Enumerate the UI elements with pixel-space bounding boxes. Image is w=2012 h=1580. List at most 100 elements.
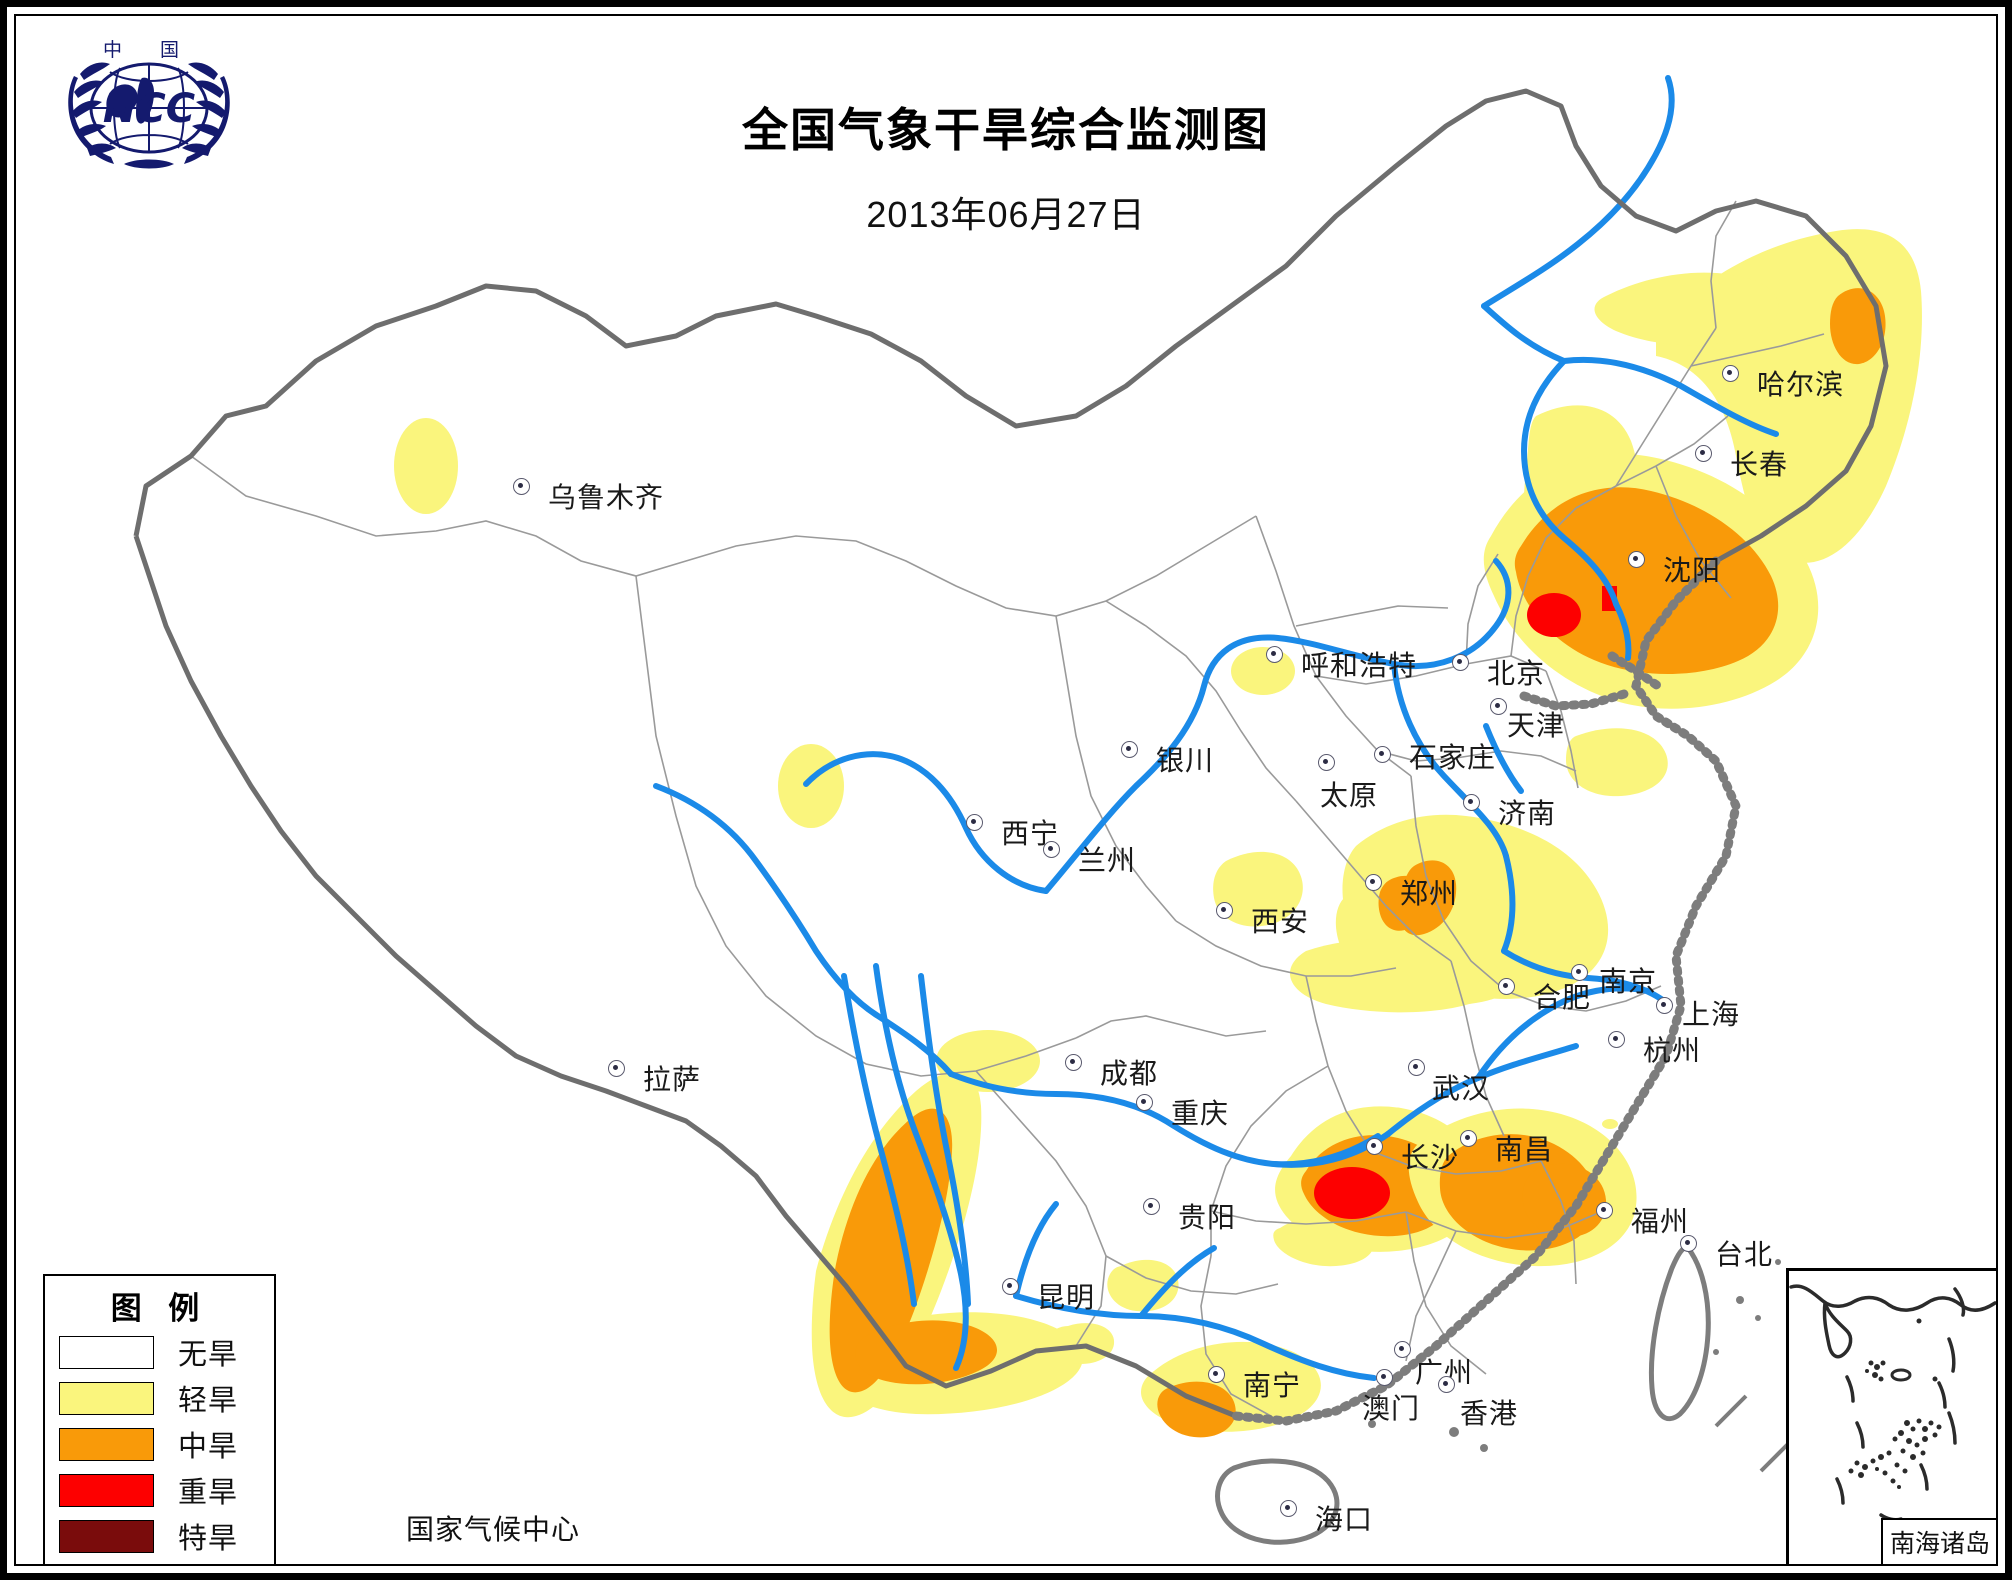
city-dot-icon <box>1375 1368 1393 1386</box>
city-label: 杭州 <box>1643 1034 1702 1067</box>
drought-region-liaoning-severe <box>1527 593 1581 637</box>
city-dot-icon <box>1607 1030 1625 1048</box>
heilongjiang-river <box>1481 75 1675 309</box>
yellow-river <box>1043 558 1512 894</box>
city-label: 上海 <box>1682 998 1741 1031</box>
map-frame: 乌鲁木齐 哈尔滨 长春 沈阳 呼和浩特 北京 天津 银川 石家庄 太原 济南 西宁 兰州 郑州 西安 南京 合肥… <box>14 14 1998 1566</box>
city-label: 北京 <box>1487 657 1546 690</box>
city-label-layer: 乌鲁木齐 哈尔滨 长春 沈阳 呼和浩特 北京 天津 银川 石家庄 太原 济南 西宁 兰州 郑州 西安 南京 合肥… <box>16 16 1996 1564</box>
city-label: 台北 <box>1715 1238 1774 1271</box>
coastline <box>1231 556 1741 1426</box>
city-label: 太原 <box>1320 779 1379 812</box>
china-map <box>16 16 1996 1564</box>
legend-row: 轻旱 <box>59 1376 274 1420</box>
drought-region-hunan-severe <box>1314 1167 1390 1219</box>
city-dot-icon <box>1694 444 1712 462</box>
page-title: 全国气象干旱综合监测图 <box>742 104 1270 156</box>
inset-island-dots <box>1848 1318 1942 1489</box>
drought-region-zhejiang-light <box>1602 1119 1618 1129</box>
agency-credit: 国家气候中心 <box>406 1513 581 1546</box>
city-dot-icon <box>1497 977 1515 995</box>
city-dot-icon <box>1595 1201 1613 1219</box>
city-label: 拉萨 <box>643 1063 702 1096</box>
city-dot-icon <box>1120 740 1138 758</box>
drought-region-hubei-north-light <box>1289 938 1504 1013</box>
city-label: 乌鲁木齐 <box>548 481 665 514</box>
legend-label: 无旱 <box>178 1337 239 1371</box>
city-dot-icon <box>1001 1277 1019 1295</box>
city-dot-icon <box>1459 1129 1477 1147</box>
rivers <box>653 75 1779 1381</box>
legend-title: 图 例 <box>110 1291 209 1326</box>
city-dot-icon <box>1489 697 1507 715</box>
city-label: 石家庄 <box>1409 741 1497 774</box>
legend-label: 轻旱 <box>178 1383 239 1417</box>
south-china-sea-inset: 南海诸岛 <box>1786 1268 1996 1564</box>
city-label: 福州 <box>1631 1205 1690 1238</box>
lancang-river <box>918 973 971 1307</box>
drought-region-liaoning-moderate <box>1514 487 1779 675</box>
city-dot-icon <box>1679 1234 1697 1252</box>
city-dot-icon <box>1142 1197 1160 1215</box>
drought-region-henan-moderate-2 <box>1378 875 1425 931</box>
city-dot-icon <box>1215 901 1233 919</box>
city-label: 南宁 <box>1243 1369 1302 1402</box>
legend-rows: 无旱轻旱中旱重旱特旱 <box>45 1330 274 1558</box>
city-dot-icon <box>1570 963 1588 981</box>
jinsha-river <box>873 963 969 1371</box>
city-dot-icon <box>1627 550 1645 568</box>
city-label: 海口 <box>1315 1503 1374 1536</box>
drought-region-heilongjiang-light-west <box>1594 272 1779 346</box>
city-label: 重庆 <box>1171 1097 1230 1130</box>
national-border <box>133 88 1889 1419</box>
city-label: 香港 <box>1460 1397 1519 1430</box>
city-dot-icon <box>1393 1340 1411 1358</box>
city-label: 昆明 <box>1037 1281 1096 1314</box>
legend-row: 特旱 <box>59 1514 274 1558</box>
city-dot-icon <box>1364 873 1382 891</box>
inset-caption: 南海诸岛 <box>1881 1518 1996 1564</box>
legend-swatch <box>59 1335 154 1369</box>
city-label: 南昌 <box>1495 1133 1554 1166</box>
legend-row: 中旱 <box>59 1422 274 1466</box>
city-label: 哈尔滨 <box>1757 368 1845 401</box>
city-dot-icon <box>1042 840 1060 858</box>
city-label: 呼和浩特 <box>1301 649 1418 682</box>
city-dot-icon <box>1279 1499 1297 1517</box>
drought-region-guangxi-moderate <box>1157 1381 1236 1438</box>
city-label: 贵阳 <box>1178 1201 1237 1234</box>
city-dot-icon <box>1451 653 1469 671</box>
page-date: 2013年06月27日 <box>866 194 1146 235</box>
city-dot-icon <box>1317 753 1335 771</box>
city-dot-icon <box>1207 1365 1225 1383</box>
city-dot-icon <box>1437 1375 1455 1393</box>
legend-label: 特旱 <box>178 1521 239 1555</box>
legend-box: 图 例 无旱轻旱中旱重旱特旱 <box>43 1274 276 1564</box>
city-label: 郑州 <box>1400 877 1459 910</box>
city-label: 兰州 <box>1078 844 1137 877</box>
legend-swatch <box>59 1381 154 1415</box>
ncc-logo-text: NCC <box>103 86 195 132</box>
city-dot-icon <box>1373 745 1391 763</box>
province-boundaries <box>190 200 1825 1417</box>
city-dot-icon <box>1135 1093 1153 1111</box>
city-label: 天津 <box>1507 709 1566 742</box>
drought-region-shaanxi-light <box>1213 851 1303 927</box>
drought-region-heilongjiang-moderate <box>1830 288 1886 365</box>
drought-region-xinjiang-north-light <box>394 418 458 514</box>
drought-region-guangxi-west-light <box>1048 1323 1115 1364</box>
city-dot-icon <box>1655 996 1673 1014</box>
city-dot-icon <box>607 1059 625 1077</box>
drought-region-shandong-peninsula-light <box>1566 728 1668 797</box>
city-label: 合肥 <box>1533 981 1592 1014</box>
legend-swatch <box>59 1427 154 1461</box>
legend-swatch <box>59 1519 154 1553</box>
city-dot-icon <box>1365 1137 1383 1155</box>
drought-region-guizhou-light <box>1107 1259 1179 1312</box>
city-label: 西安 <box>1251 905 1310 938</box>
legend-label: 重旱 <box>178 1475 239 1509</box>
songhua-river <box>1561 356 1779 437</box>
city-dot-icon <box>1721 364 1739 382</box>
city-label: 成都 <box>1100 1057 1159 1090</box>
